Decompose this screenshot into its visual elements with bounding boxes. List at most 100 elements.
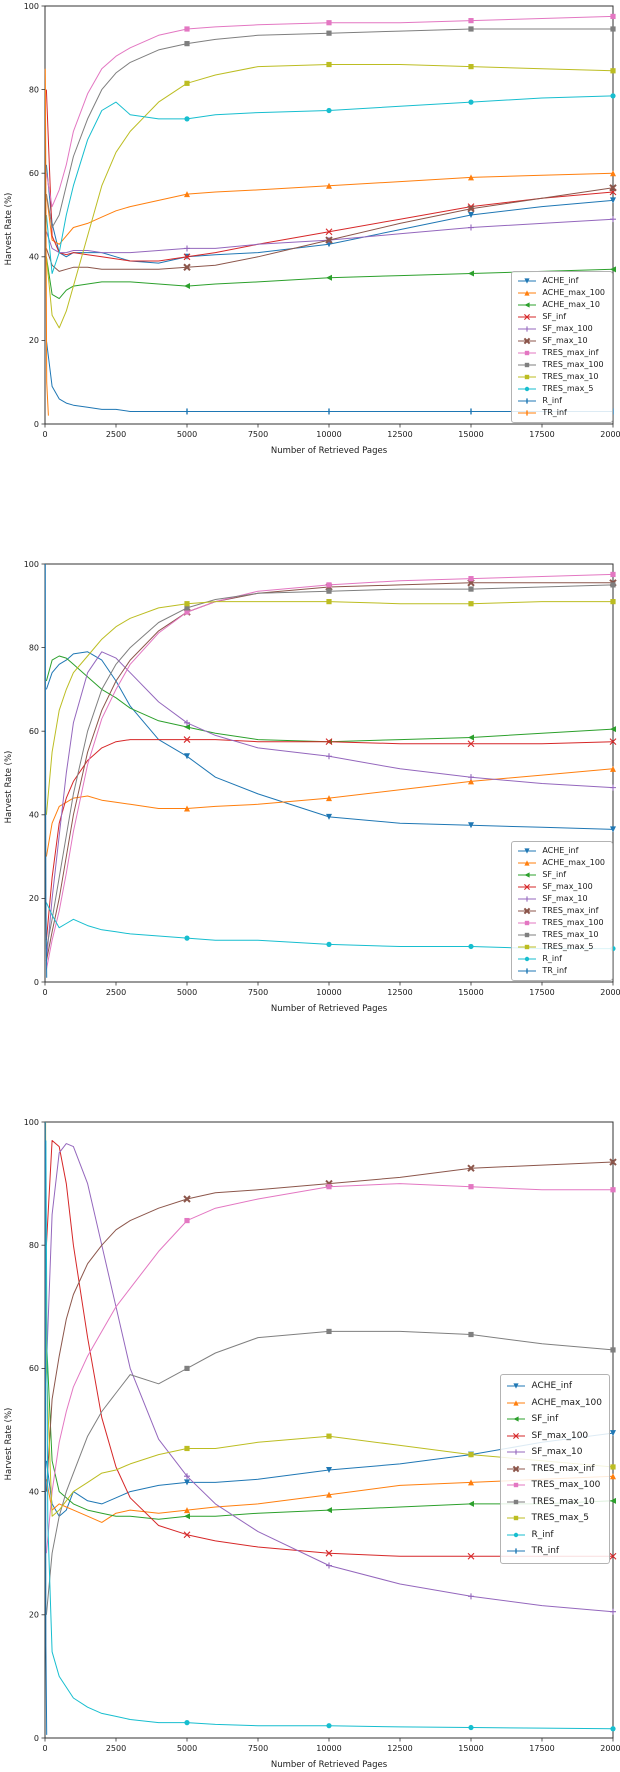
y-tick-label: 0 [34,1734,39,1743]
legend-marker-icon [517,966,537,976]
legend-label: SF_max_10 [542,894,588,903]
series-line-TR_inf [44,1121,48,1735]
x-tick-label: 15000 [458,1744,483,1753]
legend-marker-icon [517,300,537,310]
marker-s-icon [468,18,474,24]
legend-marker-icon [506,1530,526,1540]
legend-label: TRES_max_10 [542,930,599,939]
marker-v-icon [184,753,190,760]
series-line-R_inf [45,340,613,412]
series-line-ACHE_max_10 [45,256,614,300]
marker-x-icon [183,253,191,261]
marker-<-icon [468,1500,474,1507]
marker-<-icon [610,266,616,273]
legend-item: TRES_max_5 [517,941,605,953]
marker-s-icon [468,64,474,70]
marker-x-icon [609,738,617,746]
legend-label: ACHE_max_100 [531,1397,602,1408]
marker-<-icon [326,274,332,281]
marker-+-icon [184,245,190,252]
marker-s-icon [326,588,332,594]
legend-item: ACHE_inf [506,1378,602,1395]
marker-s-icon [184,1217,190,1224]
marker-s-icon [610,68,616,74]
marker-+-icon [513,1449,520,1455]
legend-label: TRES_max_100 [531,1480,601,1490]
x-tick-label: 12500 [387,430,412,439]
marker-v-icon [468,822,474,829]
marker-o-icon [468,943,474,950]
x-tick-label: 10000 [316,1744,341,1753]
y-tick-label: 20 [29,894,39,903]
legend-label: R_inf [542,396,562,405]
series-line-TRES_max_5 [45,601,613,815]
series-line-SF_max_100 [45,218,614,254]
chart-middle-legend: ACHE_inf ACHE_max_100 SF_inf SF_max_100 SF_m… [511,841,613,981]
marker-s-icon [326,582,332,588]
y-tick-label: 100 [24,560,39,569]
x-tick-label: 0 [42,988,47,997]
marker-s-icon [184,80,190,86]
marker-+-icon [524,896,530,902]
x-tick-label: 7500 [248,430,268,439]
x-tick-label: 12500 [387,1744,412,1753]
legend-label: ACHE_inf [542,846,579,855]
marker-<-icon [524,302,530,308]
marker-<-icon [326,1507,332,1514]
x-axis-label: Number of Retrieved Pages [270,446,388,456]
legend-item: TRES_max_10 [517,371,605,383]
x-tick-label: 10000 [316,988,341,997]
marker-o-icon [326,941,332,947]
x-tick-label: 7500 [248,1744,268,1753]
legend-label: TRES_max_100 [542,360,604,369]
marker-v-icon [513,1383,520,1389]
chart-top-legend: ACHE_inf ACHE_max_100 ACHE_max_10 SF_inf SF_… [511,271,613,423]
x-tick-label: 2500 [106,1744,126,1753]
series-line-TRES_max_10 [45,1330,614,1615]
marker-s-icon [468,1331,474,1338]
legend-item: TRES_max_5 [506,1510,602,1527]
legend-marker-icon [506,1497,526,1507]
marker-^-icon [610,170,616,177]
legend-label: TRES_max_inf [531,1463,595,1474]
legend-marker-icon [517,846,537,856]
legend-marker-icon [517,918,537,928]
marker-s-icon [525,350,530,356]
legend-label: ACHE_inf [531,1381,573,1391]
legend-marker-icon [517,882,537,892]
marker-<-icon [468,734,474,741]
marker-o-icon [525,386,530,392]
legend-item: R_inf [517,953,605,965]
series-line-SF_max_100 [45,1140,613,1557]
legend-label: ACHE_inf [542,276,579,285]
y-axis-label: Harvest Rate (%) [4,1407,14,1481]
marker-x-icon [609,1552,617,1560]
legend-label: TR_inf [542,408,567,417]
legend-label: R_inf [531,1529,554,1540]
series-line-TRES_max_5 [45,1121,614,1517]
marker-s-icon [514,1499,519,1504]
series-line-TRES_max_100 [45,1183,613,1554]
marker-^-icon [468,1479,474,1486]
series-line-SF_inf [45,89,614,262]
series-line-ACHE_inf [45,164,614,264]
legend-item: SF_max_10 [517,335,605,347]
legend-marker-icon [517,894,537,904]
marker-X-icon [524,907,531,915]
marker-+-icon [524,326,530,332]
legend-marker-icon [506,1546,526,1556]
marker-s-icon [468,601,474,607]
x-tick-label: 10000 [316,430,341,439]
legend-label: SF_max_10 [531,1447,583,1457]
series-line-TRES_max_100 [45,573,614,970]
marker-s-icon [525,944,530,950]
series-line-TRES_max_100 [45,28,613,228]
marker-^-icon [468,174,474,181]
marker-s-icon [326,1328,332,1335]
marker-s-icon [514,1483,519,1488]
y-tick-label: 20 [29,336,39,345]
marker-o-icon [525,956,530,962]
